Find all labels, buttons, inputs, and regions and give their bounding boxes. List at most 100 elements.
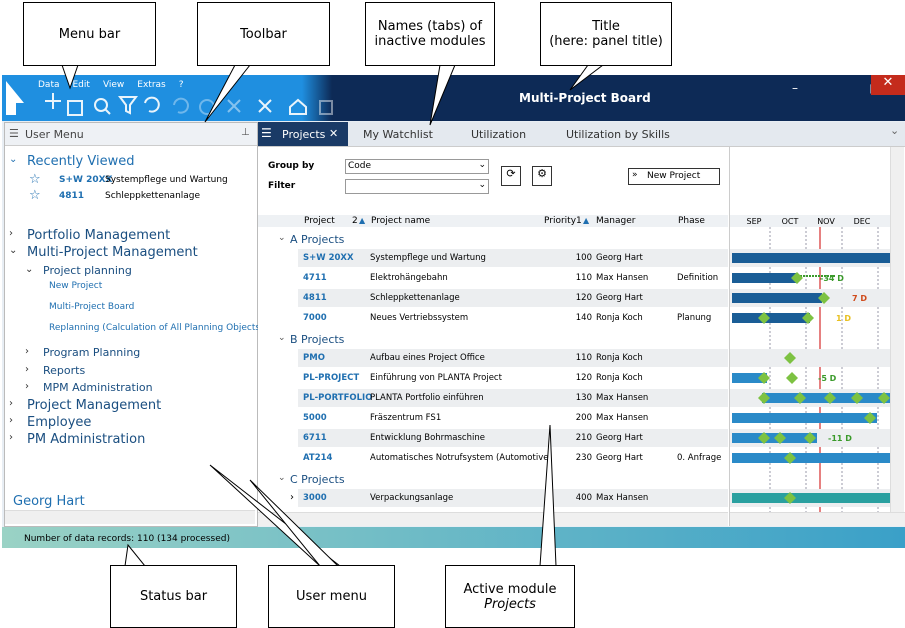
menu-item[interactable]: ? xyxy=(178,80,184,90)
column-label[interactable]: Project xyxy=(304,216,335,226)
tab-menu-icon[interactable]: ☰ xyxy=(261,126,272,140)
tree-item[interactable]: Multi-Project Management xyxy=(27,245,198,260)
priority: 400 xyxy=(575,493,592,503)
expander[interactable]: › xyxy=(9,415,13,426)
column-label[interactable]: Priority xyxy=(544,216,577,226)
group-expander[interactable]: ⌄ xyxy=(278,333,286,343)
close-button[interactable]: ✕ xyxy=(871,75,905,95)
tab-overflow[interactable]: ⌄ xyxy=(890,124,900,137)
project-code[interactable]: 3000 xyxy=(303,493,327,503)
tab[interactable]: My Watchlist xyxy=(363,128,433,141)
window-controls[interactable]: – □ xyxy=(792,81,881,95)
tree-item[interactable]: Reports xyxy=(43,364,86,377)
manager: Georg Hart xyxy=(596,293,643,303)
project-code[interactable]: 5000 xyxy=(303,413,327,423)
tab[interactable]: Utilization xyxy=(471,128,527,141)
new-project-button[interactable]: » New Project xyxy=(628,168,720,185)
column-label[interactable]: Project name xyxy=(371,216,431,226)
gantt-bar xyxy=(732,373,767,383)
active-tab[interactable] xyxy=(258,122,348,146)
priority: 120 xyxy=(575,293,592,303)
menu-item[interactable]: Edit xyxy=(72,80,90,90)
project-code[interactable]: PL-PORTFOLIO xyxy=(303,393,373,403)
menu-item[interactable]: Extras xyxy=(137,80,166,90)
expander[interactable]: ⌄ xyxy=(9,245,18,256)
phase: Definition xyxy=(677,273,719,283)
row-band xyxy=(298,489,728,507)
recent-name[interactable]: Systempflege und Wartung xyxy=(105,175,228,185)
milestone xyxy=(786,372,798,384)
tree-item[interactable]: Replanning (Calculation of All Planning … xyxy=(49,323,264,333)
tree-item[interactable]: MPM Administration xyxy=(43,381,153,394)
expander[interactable]: › xyxy=(25,364,29,375)
star-icon[interactable]: ☆ xyxy=(29,188,41,203)
project-code[interactable]: PL-PROJECT xyxy=(303,373,360,383)
callout: Status bar xyxy=(110,565,237,628)
scrollbar[interactable] xyxy=(890,147,904,512)
recent-code[interactable]: S+W 20XX xyxy=(59,175,113,185)
recent-name[interactable]: Schleppkettenanlage xyxy=(105,191,201,201)
pointer xyxy=(429,64,456,126)
scrollbar[interactable] xyxy=(258,512,728,526)
expander[interactable]: › xyxy=(9,432,13,443)
scrollbar[interactable] xyxy=(5,510,255,524)
priority: 110 xyxy=(575,273,592,283)
month-label: NOV xyxy=(817,217,835,226)
project-code[interactable]: AT214 xyxy=(303,453,333,463)
tree-item[interactable]: New Project xyxy=(49,281,103,291)
tab[interactable]: Utilization by Skills xyxy=(566,128,670,141)
manager: Max Hansen xyxy=(596,393,649,403)
group-expander[interactable]: ⌄ xyxy=(278,233,286,243)
expander[interactable]: › xyxy=(25,381,29,392)
tree-item[interactable]: Multi-Project Board xyxy=(49,302,135,312)
menu-item[interactable]: Data xyxy=(38,80,60,90)
group-by-select[interactable]: Code ⌄ xyxy=(345,159,489,174)
tree-item[interactable]: Program Planning xyxy=(43,346,141,359)
expander[interactable]: › xyxy=(25,346,29,357)
group-label: A Projects xyxy=(290,233,345,246)
project-code[interactable]: 4711 xyxy=(303,273,327,283)
callout-text: Menu bar xyxy=(58,26,121,42)
expander[interactable]: › xyxy=(9,228,13,239)
pin-icon[interactable]: ⊥ xyxy=(241,127,250,138)
column-label[interactable]: 1 xyxy=(576,216,582,226)
tree-item[interactable]: Project planning xyxy=(43,264,132,277)
tree-item[interactable]: PM Administration xyxy=(27,432,146,447)
refresh-button[interactable]: ⟳ xyxy=(501,166,521,186)
expander[interactable]: ⌄ xyxy=(9,154,18,165)
scrollbar[interactable] xyxy=(730,512,905,526)
user-menu-title: User Menu xyxy=(25,128,84,141)
milestone xyxy=(802,312,814,324)
tab-bar xyxy=(258,122,905,147)
project-name: Automatisches Notrufsystem (Automotive) xyxy=(370,453,552,463)
project-code[interactable]: S+W 20XX xyxy=(303,253,354,263)
project-code[interactable]: 4811 xyxy=(303,293,327,303)
column-label[interactable]: Phase xyxy=(678,216,705,226)
recent-code[interactable]: 4811 xyxy=(59,191,85,201)
column-label[interactable]: Manager xyxy=(596,216,636,226)
tab[interactable]: Projects xyxy=(282,128,326,141)
tree-item[interactable]: Portfolio Management xyxy=(27,228,171,243)
tree-item[interactable]: Employee xyxy=(27,415,92,430)
status-bar xyxy=(2,527,905,548)
tab-close[interactable]: ✕ xyxy=(329,127,339,140)
star-icon[interactable]: ☆ xyxy=(29,172,41,187)
project-name: Aufbau eines Project Office xyxy=(370,353,485,363)
project-code[interactable]: PMO xyxy=(303,353,325,363)
project-code[interactable]: 7000 xyxy=(303,313,327,323)
expander[interactable]: ⌄ xyxy=(25,264,34,275)
settings-button[interactable]: ⚙ xyxy=(532,166,552,186)
menu-item[interactable]: View xyxy=(102,80,125,90)
priority: 200 xyxy=(575,413,592,423)
menu-icon[interactable]: ☰ xyxy=(9,127,19,140)
filter-select[interactable]: ⌄ xyxy=(345,179,489,194)
row-expander[interactable]: › xyxy=(290,492,294,503)
expander[interactable]: › xyxy=(9,398,13,409)
tree-item[interactable]: Project Management xyxy=(27,398,162,413)
callout-text: User menu xyxy=(296,589,367,604)
project-code[interactable]: 6711 xyxy=(303,433,327,443)
project-name: Fräszentrum FS1 xyxy=(370,413,442,423)
milestone xyxy=(758,372,770,384)
column-label[interactable]: 2 xyxy=(352,216,358,226)
group-expander[interactable]: ⌄ xyxy=(278,473,286,483)
